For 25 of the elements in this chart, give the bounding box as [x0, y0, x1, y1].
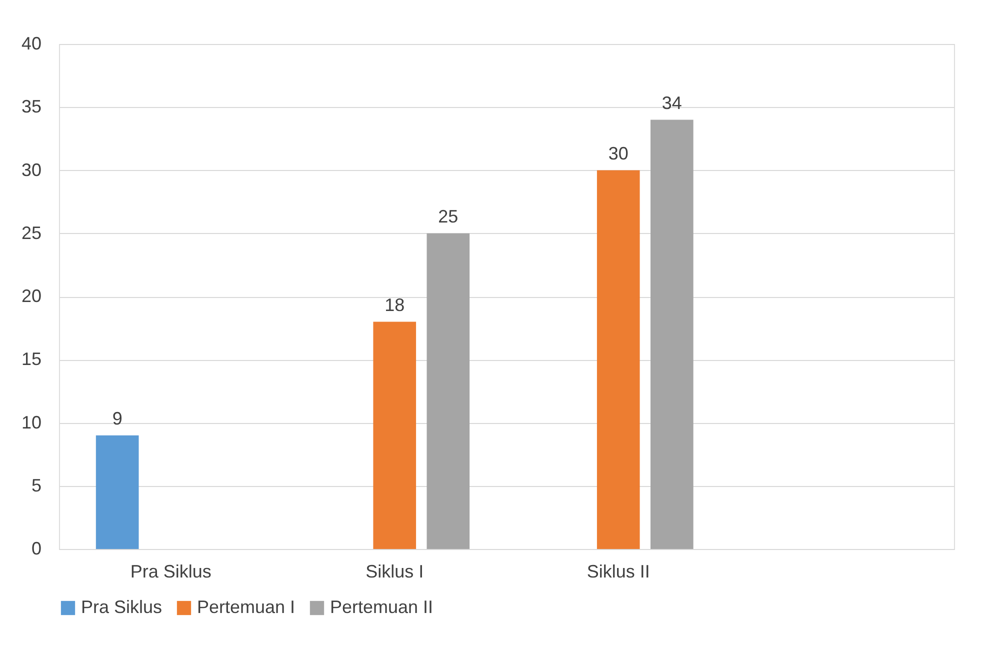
y-tick-label: 30 — [21, 160, 42, 180]
legend-label: Pra Siklus — [81, 597, 162, 617]
x-tick-label: Pra Siklus — [130, 562, 212, 582]
data-label: 30 — [608, 143, 628, 164]
data-label: 25 — [438, 206, 458, 226]
y-tick-label: 20 — [21, 286, 42, 306]
data-label: 18 — [384, 294, 405, 315]
data-label: 34 — [662, 92, 682, 113]
bar — [650, 120, 694, 549]
y-tick-label: 10 — [21, 412, 42, 432]
bar — [96, 435, 139, 549]
y-tick-label: 40 — [21, 34, 42, 54]
y-tick-label: 5 — [31, 475, 42, 496]
data-label: 9 — [112, 408, 122, 428]
bar — [596, 170, 640, 549]
legend-label: Pertemuan II — [330, 597, 434, 617]
y-tick-label: 15 — [21, 349, 42, 370]
bar — [426, 233, 470, 549]
y-tick-label: 25 — [21, 222, 42, 243]
legend-label: Pertemuan I — [197, 597, 296, 617]
x-tick-label: Siklus II — [586, 562, 650, 582]
y-tick-label: 0 — [31, 538, 42, 558]
bar — [373, 322, 416, 549]
y-tick-label: 35 — [21, 96, 42, 117]
x-tick-label: Siklus I — [366, 562, 424, 582]
